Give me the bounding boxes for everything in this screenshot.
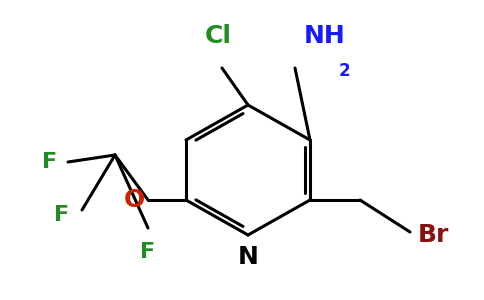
Text: F: F — [43, 152, 58, 172]
Text: Cl: Cl — [205, 24, 231, 48]
Text: O: O — [123, 188, 145, 212]
Text: F: F — [54, 205, 70, 225]
Text: Br: Br — [418, 223, 449, 247]
Text: NH: NH — [304, 24, 346, 48]
Text: N: N — [238, 245, 258, 269]
Text: F: F — [140, 242, 155, 262]
Text: 2: 2 — [339, 62, 350, 80]
